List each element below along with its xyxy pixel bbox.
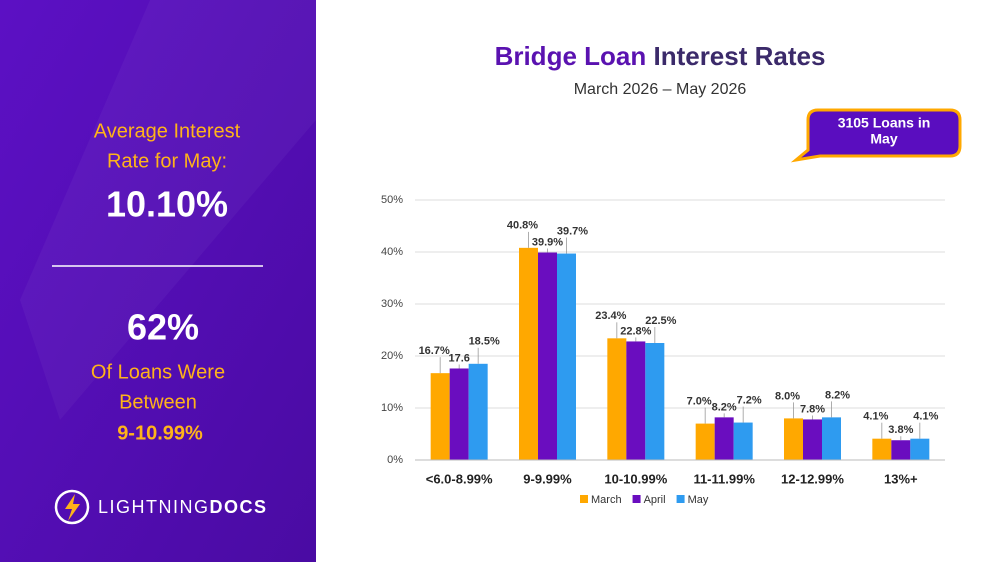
avg-value: 10.10% <box>106 184 228 225</box>
y-tick-label: 10% <box>381 402 403 414</box>
chart-title: Bridge Loan Interest Rates <box>495 41 826 71</box>
bar <box>607 338 627 460</box>
bar <box>872 438 892 460</box>
x-tick-label: 11-11.99% <box>693 471 755 486</box>
value-label: 7.0% <box>687 396 712 408</box>
bar <box>449 368 469 460</box>
legend-label: May <box>688 494 709 506</box>
logo-icon <box>54 489 90 525</box>
bar <box>784 418 803 460</box>
value-label: 8.2% <box>825 389 850 401</box>
x-tick-label: 10-10.99% <box>604 471 667 486</box>
bar <box>468 363 488 460</box>
legend-swatch <box>632 495 641 503</box>
y-tick-label: 20% <box>381 350 403 362</box>
x-tick-label: 9-9.99% <box>523 471 572 486</box>
value-label: 8.0% <box>775 390 800 402</box>
bar <box>910 438 930 460</box>
callout-text: 3105 Loans in <box>838 115 931 131</box>
bar <box>714 417 734 460</box>
value-label: 3.8% <box>888 424 913 436</box>
legend-swatch <box>580 495 588 503</box>
y-tick-label: 0% <box>387 454 403 466</box>
chart-subtitle: March 2026 – May 2026 <box>574 81 747 98</box>
value-label: 4.1% <box>913 411 938 423</box>
bar <box>803 419 822 460</box>
value-label: 17.6 <box>448 352 469 364</box>
logo-bold: DOCS <box>210 497 268 517</box>
callout-text: May <box>870 131 897 147</box>
bar <box>538 252 557 460</box>
bar <box>626 341 646 460</box>
share-value: 62% <box>127 307 199 348</box>
x-tick-label: 13%+ <box>884 471 918 486</box>
value-label: 4.1% <box>863 411 888 423</box>
logo-bolt <box>65 494 80 521</box>
value-label: 40.8% <box>507 220 538 232</box>
value-label: 39.9% <box>532 236 563 248</box>
title-highlight: Bridge Loan <box>495 41 647 71</box>
legend-swatch <box>676 495 685 503</box>
callout-box <box>790 108 962 163</box>
value-label: 39.7% <box>557 225 588 237</box>
plot: 0% 10% 20% 30% 40% 50% <6.0-8.99% 16.7%17.618.5… <box>381 194 945 506</box>
avg-label: Average Interest <box>94 120 241 142</box>
value-label: 7.2% <box>737 394 762 406</box>
value-label: 23.4% <box>595 310 626 322</box>
callout: 3105 Loans in May <box>790 108 962 163</box>
sidebar <box>0 0 316 562</box>
sidebar-decor <box>20 0 316 420</box>
share-label: Between <box>119 391 197 413</box>
value-label: 7.8% <box>800 403 825 415</box>
bar <box>695 423 715 460</box>
y-tick-label: 50% <box>381 194 403 206</box>
bar <box>519 247 538 460</box>
logo-text: LIGHTNINGDOCS <box>98 497 268 517</box>
logo-light: LIGHTNING <box>98 497 210 517</box>
avg-label: Rate for May: <box>107 150 227 172</box>
y-tick-label: 40% <box>381 246 403 258</box>
value-label: 22.8% <box>620 325 651 337</box>
title-rest: Interest Rates <box>653 41 825 71</box>
bar <box>430 373 450 460</box>
value-label: 22.5% <box>645 315 676 327</box>
legend-label: April <box>644 494 666 506</box>
bar <box>891 440 911 460</box>
y-tick-label: 30% <box>381 298 403 310</box>
x-tick-label: 12-12.99% <box>781 471 844 486</box>
x-tick-label: <6.0-8.99% <box>426 471 493 486</box>
legend-label: March <box>591 494 622 506</box>
bar <box>822 417 841 460</box>
bar <box>733 422 753 460</box>
share-label: Of Loans Were <box>91 361 225 383</box>
share-range: 9-10.99% <box>117 422 203 444</box>
value-label: 8.2% <box>712 401 737 413</box>
value-label: 16.7% <box>419 345 450 357</box>
bar <box>645 343 665 460</box>
value-label: 18.5% <box>469 336 500 348</box>
logo: LIGHTNINGDOCS <box>54 489 268 525</box>
bar <box>557 253 576 460</box>
